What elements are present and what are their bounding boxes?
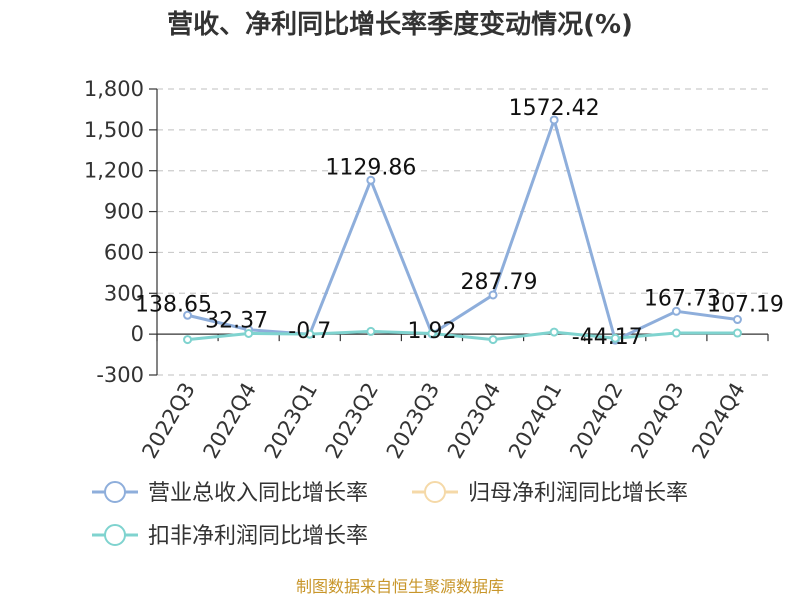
- x-tick-label: 2023Q2: [321, 379, 383, 463]
- legend-marker: [104, 524, 126, 546]
- data-label: -44.17: [572, 325, 643, 350]
- x-tick-label: 2024Q2: [565, 379, 627, 463]
- data-label: 1129.86: [325, 155, 416, 180]
- y-tick-label: 600: [104, 240, 144, 264]
- x-tick-label: 2023Q1: [260, 379, 322, 463]
- data-label: 107.19: [707, 293, 784, 318]
- data-point: [366, 175, 376, 185]
- y-tick-label: -300: [96, 363, 144, 387]
- x-tick-label: 2024Q1: [504, 379, 566, 463]
- data-point: [305, 329, 315, 339]
- chart-title: 营收、净利同比增长率季度变动情况(%): [167, 9, 633, 40]
- data-label: -0.7: [288, 319, 331, 344]
- data-label: 167.73: [644, 286, 721, 311]
- x-tick-label: 2024Q4: [687, 379, 749, 463]
- data-point: [732, 328, 742, 338]
- grid: [157, 88, 768, 376]
- data-label: 1.92: [407, 319, 456, 344]
- legend-label: 扣非净利润同比增长率: [148, 524, 368, 549]
- data-point: [549, 327, 559, 337]
- source-note: 制图数据来自恒生聚源数据库: [296, 577, 504, 596]
- y-tick-label: 300: [104, 281, 144, 305]
- data-label: 1572.42: [509, 96, 600, 121]
- series-group: [183, 115, 742, 345]
- data-point: [244, 328, 254, 338]
- legend-marker: [424, 481, 446, 503]
- legend-label: 营业总收入同比增长率: [148, 481, 368, 506]
- x-tick-label: 2023Q4: [443, 379, 505, 463]
- data-point: [183, 335, 193, 345]
- x-tick-label: 2022Q3: [137, 379, 199, 463]
- legend-label: 归母净利润同比增长率: [468, 481, 688, 506]
- y-tick-label: 900: [104, 200, 144, 224]
- x-tick-label: 2023Q3: [382, 379, 444, 463]
- data-point: [183, 310, 193, 320]
- y-tick-label: 0: [131, 322, 144, 346]
- x-tick-label: 2022Q4: [199, 379, 261, 463]
- series-line-2: [187, 329, 738, 342]
- data-label: 32.37: [205, 309, 268, 334]
- data-point: [549, 115, 559, 125]
- legend-marker: [104, 481, 126, 503]
- data-point: [732, 315, 742, 325]
- series-line-0: [187, 118, 738, 342]
- y-tick-label: 1,800: [84, 77, 144, 101]
- legend-item: 扣非净利润同比增长率: [92, 524, 368, 549]
- data-point: [671, 306, 681, 316]
- x-tick-label: 2024Q3: [626, 379, 688, 463]
- legend-item: 归母净利润同比增长率: [412, 481, 688, 506]
- data-label: 138.65: [135, 292, 212, 317]
- legend-item: 营业总收入同比增长率: [92, 481, 368, 506]
- x-axis: 2022Q32022Q42023Q12023Q22023Q32023Q42024…: [137, 333, 769, 463]
- y-tick-label: 1,200: [84, 159, 144, 183]
- data-point: [488, 335, 498, 345]
- data-point: [427, 328, 437, 338]
- y-axis: 1,800 1,500 1,200 900 600 300 0 -300: [84, 77, 158, 387]
- data-point: [366, 326, 376, 336]
- data-point: [610, 333, 620, 343]
- data-point: [488, 290, 498, 300]
- y-tick-label: 1,500: [84, 118, 144, 142]
- data-point: [671, 328, 681, 338]
- data-label: 287.79: [461, 270, 538, 295]
